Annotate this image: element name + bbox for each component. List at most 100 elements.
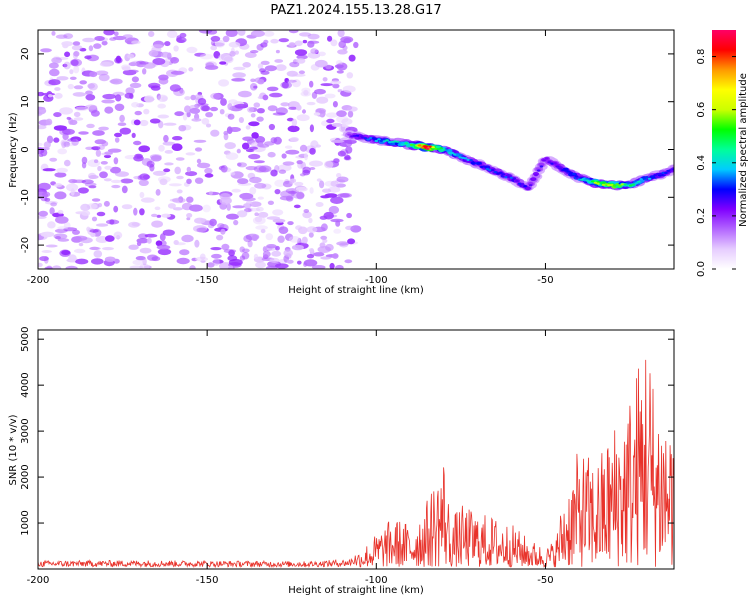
heatmap-noise-cell [164, 41, 171, 47]
heatmap-noise-cell [281, 81, 289, 89]
heatmap-signal-cell [582, 179, 587, 182]
heatmap-noise-cell [308, 232, 314, 238]
heatmap-noise-cell [174, 111, 185, 117]
heatmap-noise-cell [197, 98, 207, 105]
heatmap-noise-cell [346, 72, 354, 79]
heatmap-noise-cell [225, 30, 238, 37]
heatmap-noise-cell [101, 140, 109, 147]
heatmap-noise-cell [320, 195, 331, 199]
heatmap-noise-cell [156, 244, 171, 250]
heatmap-noise-cell [249, 186, 257, 195]
heatmap-noise-cell [197, 162, 211, 169]
heatmap-noise-cell [125, 87, 135, 95]
heatmap-noise-cell [150, 85, 161, 91]
heatmap-noise-cell [99, 171, 108, 179]
heatmap-noise-cell [175, 157, 185, 161]
heatmap-noise-cell [267, 200, 274, 205]
heatmap-noise-cell [91, 198, 101, 202]
heatmap-noise-cell [152, 170, 167, 176]
heatmap-signal-cell [645, 175, 649, 179]
heatmap-noise-cell [303, 209, 310, 213]
heatmap-noise-cell [155, 189, 161, 196]
heatmap-noise-cell [41, 250, 52, 253]
heatmap-noise-cell [225, 152, 239, 160]
heatmap-noise-cell [113, 231, 123, 239]
heatmap-noise-cell [280, 81, 293, 89]
heatmap-noise-cell [347, 110, 354, 118]
heatmap-noise-cell [280, 190, 293, 198]
heatmap-noise-cell [79, 80, 87, 85]
heatmap-noise-cell [345, 139, 357, 144]
heatmap-noise-cell [163, 168, 171, 173]
heatmap-noise-cell [277, 235, 285, 243]
colorbar-tick-label: 0.4 [696, 155, 707, 171]
heatmap-noise-cell [201, 105, 211, 112]
heatmap-noise-cell [194, 52, 207, 57]
heatmap-noise-cell [271, 250, 282, 257]
x-tick-label: -100 [365, 275, 388, 286]
heatmap-noise-cell [208, 190, 213, 196]
heatmap-signal-cell [642, 177, 646, 180]
heatmap-noise-cell [303, 259, 318, 267]
heatmap-noise-cell [226, 126, 233, 134]
heatmap-noise-cell [310, 48, 319, 54]
heatmap-noise-cell [139, 191, 145, 199]
heatmap-noise-cell [85, 90, 93, 96]
heatmap-signal-cell [669, 168, 674, 171]
heatmap-noise-cell [169, 84, 181, 92]
heatmap-noise-cell [248, 153, 261, 160]
heatmap-noise-cell [233, 219, 239, 226]
heatmap-noise-cell [47, 94, 53, 98]
heatmap-noise-cell [94, 159, 99, 164]
heatmap-noise-cell [199, 53, 214, 60]
heatmap-noise-cell [73, 85, 84, 90]
heatmap-noise-cell [218, 79, 230, 87]
heatmap-noise-cell [341, 123, 347, 127]
heatmap-noise-cell [56, 167, 68, 173]
heatmap-noise-cell [69, 76, 77, 81]
heatmap-noise-cell [57, 209, 64, 215]
heatmap-noise-cell [287, 125, 300, 133]
colorbar-tick-label: 0.8 [696, 49, 707, 65]
heatmap-noise-cell [294, 40, 303, 47]
heatmap-noise-cell [66, 116, 72, 120]
heatmap-noise-cell [104, 106, 114, 114]
heatmap-noise-cell [353, 41, 359, 49]
heatmap-signal-cell [634, 182, 638, 185]
heatmap-noise-cell [150, 155, 162, 162]
heatmap-signal-cell [415, 144, 419, 147]
heatmap-noise-cell [347, 238, 356, 245]
heatmap-noise-cell [242, 136, 254, 142]
heatmap-noise-cell [306, 226, 318, 233]
heatmap-signal-cell [374, 139, 379, 143]
heatmap-noise-cell [69, 69, 74, 75]
heatmap-noise-cell [139, 61, 149, 65]
heatmap-noise-cell [296, 114, 310, 122]
heatmap-noise-cell [311, 91, 318, 99]
heatmap-noise-cell [268, 123, 275, 131]
heatmap-noise-cell [247, 240, 253, 248]
heatmap-noise-cell [296, 191, 305, 200]
heatmap-x-ticks: -200 -150 -100 -50 [27, 30, 554, 286]
heatmap-noise-cell [38, 124, 47, 130]
heatmap-noise-cell [253, 102, 261, 108]
heatmap-noise-cell [285, 149, 300, 155]
heatmap-signal-cell [620, 183, 625, 186]
heatmap-noise-cell [172, 207, 183, 211]
y-tick-label: -20 [20, 237, 31, 253]
heatmap-noise-cell [179, 249, 190, 256]
x-tick-label: -150 [196, 575, 219, 586]
heatmap-noise-cell [115, 171, 129, 177]
heatmap-noise-cell [93, 250, 103, 258]
heatmap-noise-cell [103, 178, 112, 182]
heatmap-noise-cell [45, 244, 58, 248]
heatmap-noise-cell [262, 94, 269, 101]
heatmap-noise-cell [131, 76, 139, 83]
heatmap-signal-cell [580, 178, 584, 181]
heatmap-noise-cell [234, 50, 239, 55]
heatmap-noise-cell [309, 167, 316, 170]
heatmap-signal-cell [612, 184, 617, 187]
heatmap-signal-cell [528, 184, 533, 187]
heatmap-noise-cell [54, 87, 61, 91]
heatmap-noise-cell [50, 202, 57, 207]
